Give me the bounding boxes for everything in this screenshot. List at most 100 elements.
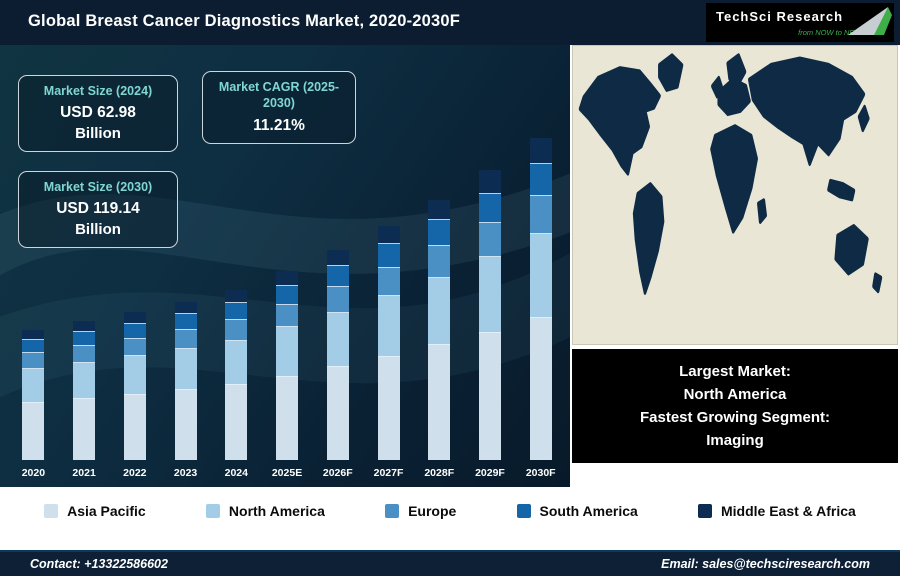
bar-column-2023: 2023 [160,127,211,483]
stacked-bar [174,301,197,460]
bar-segment-europe [123,338,146,357]
chart-legend: Asia Pacific North America Europe South Ame… [0,487,900,535]
x-axis-label: 2020 [21,467,46,479]
bar-column-2024: 2024 [211,127,262,483]
bar-segment-asia-pacific [123,394,146,460]
bar-segment-europe [174,330,197,350]
legend-label: Asia Pacific [67,503,146,519]
bar-segment-south-america [529,163,552,196]
bar-segment-europe [73,346,96,363]
bar-segment-north-america [225,340,248,386]
bar-segment-north-america [276,327,299,377]
world-map-icon [578,53,883,295]
legend-swatch-icon [697,504,712,518]
x-axis-label: 2024 [224,467,248,479]
stacked-bar [529,137,552,460]
chart-panel: Market Size (2024) USD 62.98 Billion Mar… [0,45,570,487]
bar-column-2028F: 2028F [414,127,465,483]
bar-segment-europe [225,320,248,341]
bar-segment-south-america [428,220,451,247]
bar-segment-asia-pacific [225,385,248,460]
x-axis-label: 2021 [72,467,96,479]
bar-segment-south-america [123,323,146,339]
bar-segment-middle-east-africa [377,225,400,245]
stacked-bar [73,321,96,460]
stat-value: USD 119.14 [56,200,140,218]
stacked-bar [225,289,248,460]
bar-segment-asia-pacific [22,402,45,460]
fastest-segment-label: Fastest Growing Segment: [639,409,831,426]
legend-item-asia-pacific: Asia Pacific [44,503,146,519]
bar-column-2027F: 2027F [363,127,414,483]
legend-label: North America [228,503,325,519]
bar-segment-south-america [276,285,299,305]
bar-segment-north-america [73,362,96,399]
bar-segment-south-america [73,332,96,347]
largest-market-value: North America [683,385,787,403]
legend-label: Europe [408,503,457,519]
bar-segment-europe [377,267,400,297]
legend-item-middle-east-africa: Middle East & Africa [697,503,856,519]
legend-swatch-icon [205,504,220,518]
logo-tagline: from NOW to NEXT [798,28,864,37]
bar-segment-north-america [326,312,349,368]
footer-bar: Contact: +13322586602 Email: sales@techs… [0,550,900,576]
stacked-bar [22,330,45,460]
bar-segment-south-america [225,303,248,321]
bar-segment-south-america [174,314,197,331]
bar-segment-europe [22,353,45,370]
bar-segment-north-america [377,296,400,357]
bar-segment-north-america [428,277,451,346]
bar-segment-north-america [22,369,45,403]
x-axis-label: 2023 [173,467,198,479]
bar-segment-middle-east-africa [225,289,248,304]
bar-segment-asia-pacific [73,398,96,460]
bar-segment-middle-east-africa [428,199,451,221]
contact-text: Contact: +13322586602 [30,557,168,571]
legend-item-north-america: North America [205,503,325,519]
bar-segment-north-america [478,257,501,333]
stat-card-cagr: Market CAGR (2025-2030) 11.21% [202,71,356,145]
bar-segment-asia-pacific [377,356,400,460]
bar-segment-europe [529,195,552,235]
legend-label: Middle East & Africa [720,503,856,519]
bar-column-2021: 2021 [59,127,110,483]
bar-segment-asia-pacific [276,376,299,460]
stacked-bar [478,170,501,460]
x-axis-label: 2025E [271,467,303,479]
stat-card-market-size-2024: Market Size (2024) USD 62.98 Billion [18,75,178,152]
x-axis-label: 2028F [424,467,455,479]
stat-label: Market Size (2030) [43,180,153,194]
logo-arrow-icon [848,7,892,35]
bar-segment-europe [478,222,501,258]
bar-segment-asia-pacific [428,345,451,460]
bar-column-2026F: 2026F [312,127,363,483]
stacked-bar [123,311,146,460]
logo-brand-text: TechSci Research [716,9,844,24]
bar-segment-middle-east-africa [276,270,299,286]
bar-segment-south-america [326,266,349,288]
bar-segment-europe [276,304,299,328]
map-panel: Largest Market: North America Fastest Gr… [570,45,900,487]
bar-segment-middle-east-africa [529,137,552,164]
stacked-bar [377,225,400,460]
x-axis-label: 2030F [525,467,556,479]
x-axis-label: 2029F [475,467,505,479]
bar-column-2029F: 2029F [465,127,516,483]
bar-segment-europe [326,287,349,313]
stacked-bar [428,199,451,460]
bar-segment-south-america [478,193,501,223]
bar-segment-middle-east-africa [326,249,349,267]
bar-segment-north-america [123,356,146,395]
stat-value: USD 62.98 [60,104,136,122]
largest-market-label: Largest Market: [679,362,791,380]
bar-segment-north-america [529,234,552,319]
legend-label: South America [539,503,638,519]
legend-item-south-america: South America [516,503,638,519]
stat-unit: Billion [75,125,121,143]
legend-item-europe: Europe [385,503,456,519]
bar-segment-europe [428,246,451,278]
x-axis-label: 2022 [123,467,147,479]
legend-swatch-icon [44,504,59,518]
x-axis-label: 2027F [373,467,404,479]
